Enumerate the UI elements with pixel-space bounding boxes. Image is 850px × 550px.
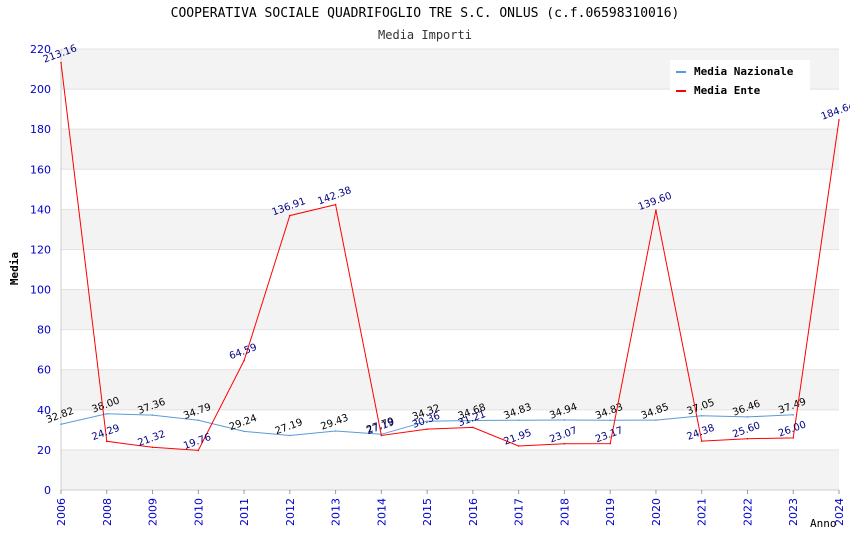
x-tick-label: 2010: [192, 498, 205, 526]
data-point: [472, 426, 474, 429]
x-tick-label: 2020: [650, 498, 663, 526]
data-point: [289, 214, 291, 217]
chart-title: COOPERATIVA SOCIALE QUADRIFOGLIO TRE S.C…: [170, 6, 680, 21]
x-tick-label: 2022: [741, 498, 754, 526]
x-tick-label: 2017: [513, 498, 526, 526]
x-tick-label: 2021: [696, 498, 709, 526]
data-label: 29.24: [228, 413, 259, 433]
data-point: [517, 419, 520, 421]
y-tick-label: 60: [37, 364, 51, 377]
x-tick-label: 2023: [787, 498, 800, 526]
x-tick-label: 2012: [284, 498, 297, 526]
data-label: 21.95: [502, 428, 533, 448]
x-axis-label: Anno: [810, 517, 837, 530]
x-tick-label: 2014: [375, 498, 388, 526]
grid-band: [61, 289, 839, 330]
data-point: [289, 434, 291, 437]
data-point: [746, 437, 749, 440]
grid-band: [61, 369, 839, 410]
data-point: [243, 359, 245, 362]
data-label: 142.38: [316, 185, 353, 207]
data-label: 23.07: [548, 425, 579, 445]
data-point: [334, 430, 337, 432]
data-label: 24.38: [686, 423, 717, 443]
data-label: 184.64: [820, 100, 850, 122]
grid-band: [61, 129, 839, 170]
data-point: [517, 445, 520, 447]
y-tick-label: 20: [37, 444, 51, 457]
data-point: [105, 440, 108, 443]
data-point: [426, 420, 428, 423]
y-tick-label: 120: [30, 243, 51, 256]
data-point: [746, 416, 749, 418]
data-point: [792, 414, 795, 416]
data-label: 25.60: [731, 420, 762, 440]
grid-band: [61, 449, 839, 490]
x-tick-label: 2009: [147, 498, 160, 526]
data-point: [197, 449, 200, 452]
data-point: [655, 209, 657, 211]
data-point: [700, 414, 703, 417]
x-tick-label: 2016: [467, 498, 480, 526]
data-point: [700, 440, 703, 442]
data-label: 24.29: [91, 423, 122, 443]
data-point: [243, 430, 245, 433]
y-tick-label: 220: [30, 43, 51, 56]
data-point: [609, 442, 611, 445]
data-point: [105, 413, 108, 415]
data-point: [60, 61, 62, 64]
data-label: 21.32: [136, 429, 167, 449]
y-tick-label: 0: [44, 484, 51, 497]
x-tick-label: 2008: [101, 498, 114, 526]
data-label: 26.00: [777, 419, 808, 439]
x-tick-label: 2018: [558, 498, 571, 526]
chart-subtitle: Media Importi: [378, 28, 472, 42]
y-tick-label: 140: [30, 203, 51, 216]
data-point: [197, 419, 200, 422]
legend-item-media-nazionale: Media Nazionale: [676, 65, 793, 79]
data-point: [151, 446, 154, 449]
data-point: [380, 434, 383, 437]
data-point: [563, 419, 566, 421]
data-point: [563, 442, 566, 445]
data-point: [838, 119, 840, 121]
y-tick-label: 160: [30, 163, 51, 176]
x-tick-label: 2006: [55, 498, 68, 526]
data-label: 23.17: [594, 425, 625, 445]
x-tick-label: 2024: [833, 498, 846, 526]
data-point: [334, 203, 337, 206]
grid-band: [61, 209, 839, 250]
data-point: [792, 437, 795, 439]
y-tick-label: 180: [30, 123, 51, 136]
legend-swatch-media-ente: [676, 90, 686, 92]
series-line-media-ente: [60, 62, 840, 451]
data-label: 29.43: [319, 413, 350, 433]
y-tick-label: 100: [30, 284, 51, 297]
legend-label-media-nazionale: Media Nazionale: [694, 65, 794, 78]
data-label: 19.76: [182, 432, 213, 452]
legend-item-media-ente: Media Ente: [676, 84, 760, 98]
legend-swatch-media-nazionale: [676, 71, 686, 73]
x-tick-label: 2019: [604, 498, 617, 526]
y-tick-label: 40: [37, 404, 51, 417]
x-tick-label: 2011: [238, 498, 251, 526]
x-tick-label: 2013: [330, 498, 343, 526]
data-point: [472, 419, 474, 422]
y-tick-label: 200: [30, 83, 51, 96]
data-point: [426, 428, 428, 430]
legend-label-media-ente: Media Ente: [694, 84, 761, 97]
data-point: [60, 423, 62, 426]
data-point: [609, 419, 611, 421]
y-tick-label: 80: [37, 324, 51, 337]
legend: Media Nazionale Media Ente: [670, 60, 810, 102]
data-label: 64.59: [228, 342, 259, 362]
data-point: [151, 414, 154, 416]
x-tick-label: 2015: [421, 498, 434, 526]
data-point: [655, 419, 657, 421]
